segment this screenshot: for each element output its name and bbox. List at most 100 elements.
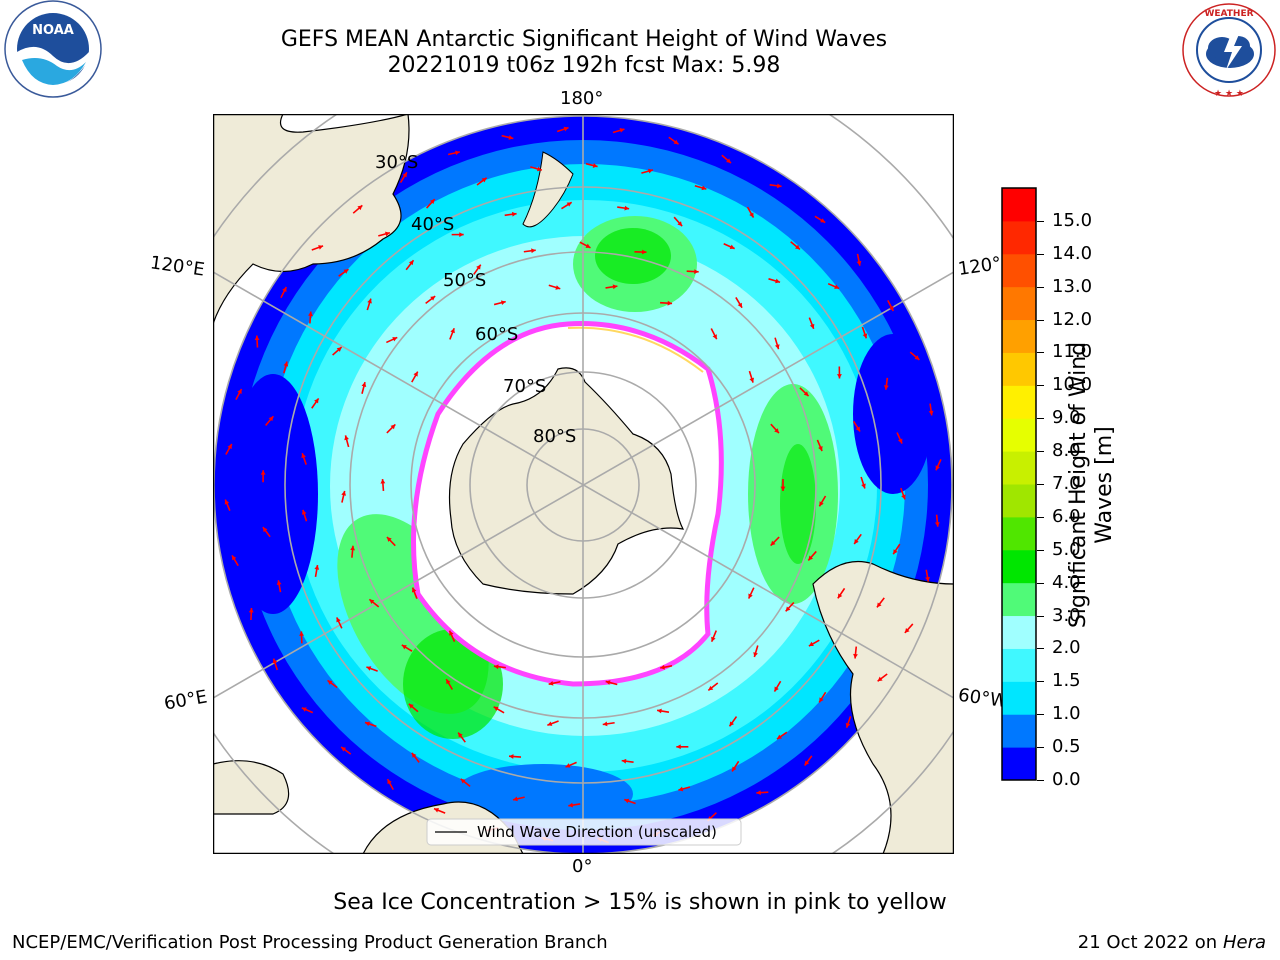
lat-label-40: 40°S — [411, 214, 454, 235]
footer-credit: NCEP/EMC/Verification Post Processing Pr… — [12, 932, 608, 953]
wave-arrow-head — [301, 509, 307, 515]
wave-arrow-head — [585, 243, 591, 248]
wave-arrow-head — [934, 522, 940, 527]
wave-arrow-head — [430, 296, 436, 301]
wave-arrow-head — [341, 490, 346, 496]
wave-arrow-head — [648, 168, 653, 174]
wave-arrow-head — [701, 185, 707, 191]
wave-arrow-head — [314, 565, 320, 570]
colorbar-tick-mark — [1037, 516, 1044, 518]
wave-arrow-head — [568, 802, 574, 808]
wave-arrow-head — [402, 172, 407, 178]
wave-arrow-head — [459, 232, 464, 238]
footer-date-text: 21 Oct 2022 on — [1077, 932, 1223, 953]
wave-arrow-head — [753, 652, 758, 658]
wave-arrow-head — [458, 732, 463, 738]
wave-arrow-head — [237, 389, 242, 395]
sea-ice-note: Sea Ice Concentration > 15% is shown in … — [333, 890, 947, 915]
wave-arrow-head — [276, 580, 282, 586]
colorbar-tick-label: 9.0 — [1052, 407, 1081, 429]
wave-arrow-head — [408, 260, 414, 266]
south-america-land — [812, 560, 954, 854]
wave-arrow-head — [889, 306, 894, 312]
colorbar-swatch — [1002, 747, 1036, 781]
wave-arrow-head — [749, 377, 755, 383]
wave-arrow-head — [818, 446, 823, 452]
colorbar-tick-label: 0.5 — [1052, 736, 1081, 758]
wave-arrow-head — [450, 328, 455, 334]
wave-arrow-head — [563, 126, 569, 132]
colorbar-swatch — [1002, 188, 1036, 222]
wave-arrow-head — [565, 763, 571, 768]
map-legend: Wind Wave Direction (unscaled) — [426, 818, 742, 846]
wave-arrow-head — [861, 483, 866, 489]
wave-direction-arrows — [224, 126, 942, 844]
polar-map: 30°S 40°S 50°S 60°S 70°S 80°S Wind Wave … — [212, 113, 955, 855]
colorbar-swatch — [1002, 286, 1036, 321]
wave-arrow-head — [366, 666, 372, 671]
wave-arrow-head — [392, 337, 398, 342]
wave-arrow-head — [327, 680, 333, 685]
wave-arrow-head — [853, 653, 858, 659]
wave-arrow-head — [795, 244, 800, 250]
wave-arrow-head — [390, 424, 396, 430]
wave-arrow-head — [808, 641, 814, 647]
wave-arrow-head — [904, 628, 910, 633]
wave-arrow-head — [605, 680, 611, 685]
wave-arrow-head — [272, 658, 278, 664]
wave-arrow-head — [513, 796, 518, 802]
wave-arrow-head — [602, 721, 608, 727]
wave-arrow-head — [592, 163, 598, 168]
wave-arrow-head — [509, 754, 514, 759]
wave-arrow-head — [708, 685, 714, 691]
colorbar-tick-mark — [1037, 747, 1044, 749]
chart-subtitle: 20221019 t06z 192h fcst Max: 5.98 — [387, 53, 781, 78]
colorbar-swatch — [1002, 451, 1036, 485]
colorbar-swatch — [1002, 681, 1036, 715]
colorbar-tick-mark — [1037, 681, 1044, 683]
wave-arrow-head — [344, 435, 349, 441]
wave-arrow-head — [299, 631, 304, 636]
wave-arrow-head — [260, 470, 266, 475]
noaa-logo: NOAA — [4, 0, 102, 98]
colorbar-swatch — [1002, 319, 1036, 353]
noaa-logo-text: NOAA — [32, 23, 74, 38]
wave-arrow-head — [749, 212, 754, 218]
colorbar-swatch — [1002, 352, 1036, 386]
wave-arrow-head — [314, 398, 319, 404]
map-panel: 30°S 40°S 50°S 60°S 70°S 80°S Wind Wave … — [212, 113, 955, 855]
wave-arrow-head — [774, 686, 779, 692]
lat-label-50: 50°S — [443, 270, 486, 291]
wave-arrow-head — [449, 630, 454, 636]
wave-arrow-head — [357, 205, 363, 211]
colorbar-swatch — [1002, 418, 1036, 452]
colorbar-swatch — [1002, 714, 1036, 748]
colorbar-swatch — [1002, 253, 1036, 288]
wave-arrow-head — [511, 211, 517, 217]
wave-arrow-head — [508, 135, 514, 140]
wave-arrow-head — [283, 361, 289, 367]
colorbar-tick-mark — [1037, 220, 1044, 222]
colorbar-tick-mark — [1037, 418, 1044, 420]
colorbar-swatch — [1002, 220, 1036, 255]
wave-arrow-head — [254, 335, 260, 341]
wave-arrow-head — [845, 722, 851, 728]
wave-arrow-head — [224, 499, 230, 505]
wave-arrow-head — [531, 248, 536, 254]
colorbar-swatch — [1002, 582, 1036, 617]
colorbar-swatch — [1002, 516, 1036, 551]
wave-arrow-head — [341, 747, 347, 752]
chart-title: GEFS MEAN Antarctic Significant Height o… — [280, 27, 888, 52]
colorbar-swatch — [1002, 615, 1036, 649]
colorbar-tick-label: 10.0 — [1052, 374, 1093, 396]
colorbar-tick-mark — [1037, 319, 1044, 321]
wave-arrow-head — [386, 537, 392, 542]
wave-arrow-head — [732, 766, 737, 772]
colorbar-tick-label: 1.0 — [1052, 703, 1081, 725]
wave-arrow-head — [808, 555, 814, 561]
colorbar-tick-mark — [1037, 451, 1044, 453]
antarctica — [448, 367, 685, 595]
wave-arrow-head — [301, 707, 307, 712]
wave-arrow-head — [624, 798, 630, 804]
colorbar-label: Significant Height of Wind Waves [m] — [1066, 341, 1117, 629]
